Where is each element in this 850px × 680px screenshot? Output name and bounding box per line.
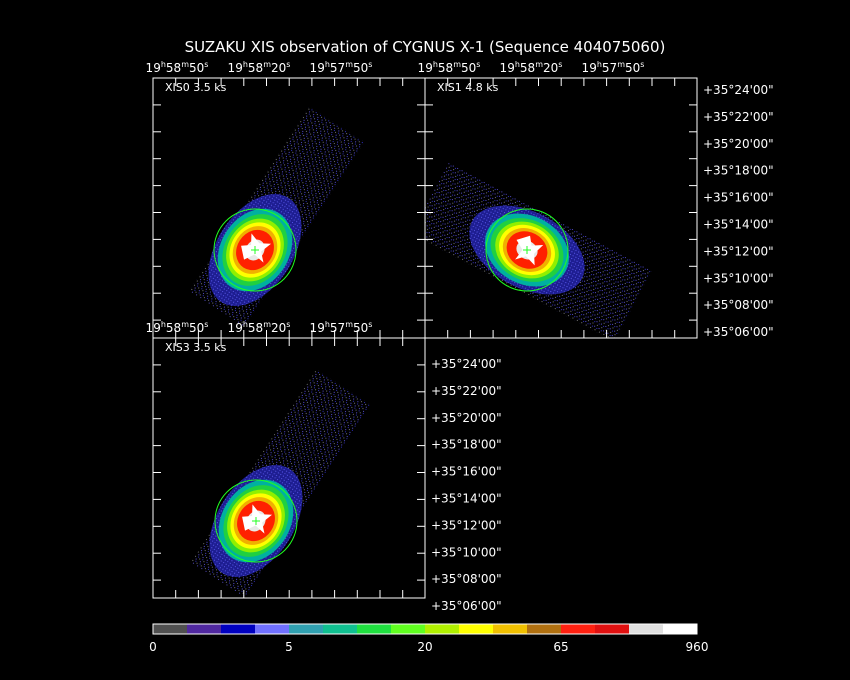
colorbar-segment [187, 624, 221, 634]
dec-label: +35°06'00" [431, 599, 502, 613]
dec-label: +35°08'00" [431, 572, 502, 586]
dec-label: +35°20'00" [703, 137, 774, 151]
colorbar-label: 0 [149, 640, 157, 654]
ra-label: 19h58m50s [146, 60, 209, 75]
colorbar-label: 20 [417, 640, 432, 654]
source-region [213, 208, 297, 292]
colorbar-segment [153, 624, 187, 634]
colorbar-segment [391, 624, 425, 634]
panel-image [425, 163, 652, 338]
colorbar-segment [425, 624, 459, 634]
dec-label: +35°22'00" [431, 384, 502, 398]
source-region [214, 479, 298, 563]
dec-label: +35°20'00" [431, 411, 502, 425]
xray-image [189, 106, 365, 327]
dec-label: +35°16'00" [703, 191, 774, 205]
ra-label: 19h57m50s [310, 60, 373, 75]
dec-label: +35°12'00" [431, 518, 502, 532]
dec-label: +35°14'00" [431, 492, 502, 506]
dec-label: +35°18'00" [703, 164, 774, 178]
dec-label: +35°18'00" [431, 438, 502, 452]
panel-label: XIS0 3.5 ks [165, 81, 227, 94]
xray-image [191, 369, 370, 598]
panel-image [189, 106, 365, 327]
colorbar-label: 65 [553, 640, 568, 654]
dec-label: +35°10'00" [431, 545, 502, 559]
colorbar-segment [221, 624, 255, 634]
dec-label: +35°24'00" [703, 83, 774, 97]
ra-label: 19h57m50s [582, 60, 645, 75]
source-region [485, 208, 569, 292]
ra-label: 19h58m50s [418, 60, 481, 75]
ra-label: 19h58m20s [228, 60, 291, 75]
colorbar-segment [289, 624, 323, 634]
colorbar-segment [663, 624, 697, 634]
colorbar-segment [595, 624, 629, 634]
source-mark [251, 246, 259, 254]
colorbar-segment [629, 624, 663, 634]
dec-label: +35°08'00" [703, 298, 774, 312]
colorbar-segment [255, 624, 289, 634]
colorbar-segment [561, 624, 595, 634]
xray-image [425, 163, 652, 338]
dec-label: +35°16'00" [431, 465, 502, 479]
colorbar-frame [152, 623, 698, 635]
ra-label: 19h58m50s [146, 320, 209, 335]
ra-label: 19h57m50s [310, 320, 373, 335]
panel-label: XIS3 3.5 ks [165, 341, 227, 354]
core [241, 233, 272, 263]
dec-label: +35°14'00" [703, 218, 774, 232]
dec-label: +35°10'00" [703, 271, 774, 285]
panel-image [191, 369, 370, 598]
colorbar-segment [323, 624, 357, 634]
dec-label: +35°06'00" [703, 325, 774, 339]
dec-label: +35°24'00" [431, 357, 502, 371]
title: SUZAKU XIS observation of CYGNUS X-1 (Se… [185, 38, 666, 56]
ra-label: 19h58m20s [500, 60, 563, 75]
core [242, 504, 273, 534]
dec-label: +35°22'00" [703, 110, 774, 124]
source-mark [523, 246, 531, 254]
colorbar-label: 5 [285, 640, 293, 654]
colorbar-label: 960 [686, 640, 709, 654]
colorbar-segment [527, 624, 561, 634]
colorbar-segment [493, 624, 527, 634]
colorbar-segment [459, 624, 493, 634]
source-mark [252, 517, 260, 525]
ra-label: 19h58m20s [228, 320, 291, 335]
colorbar-segment [357, 624, 391, 634]
panel-label: XIS1 4.8 ks [437, 81, 499, 94]
core [515, 235, 544, 266]
dec-label: +35°12'00" [703, 244, 774, 258]
